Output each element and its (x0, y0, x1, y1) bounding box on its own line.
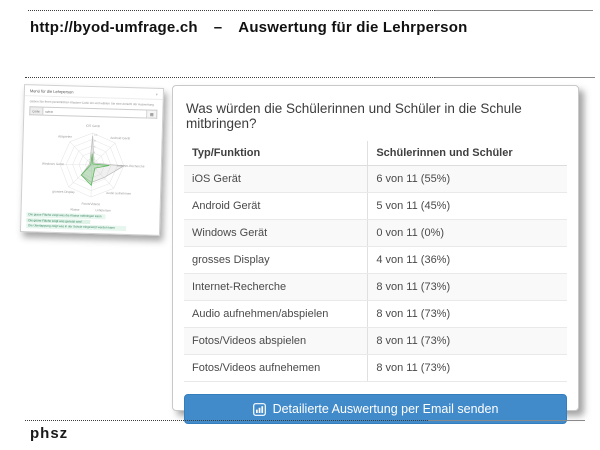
send-detailed-report-label: Detailierte Auswertung per Email senden (272, 402, 499, 416)
slide-title-dash: – (213, 19, 223, 36)
svg-text:2: 2 (93, 156, 95, 160)
code-label: Code: (29, 106, 43, 116)
svg-text:Audio aufnehmen: Audio aufnehmen (106, 191, 131, 196)
column-header-students: Schülerinnen und Schüler (367, 141, 567, 166)
survey-question: Was würden die Schülerinnen und Schüler … (186, 101, 522, 131)
results-panel: Was würden die Schülerinnen und Schüler … (172, 85, 579, 424)
row-type: Internet-Recherche (184, 273, 368, 301)
row-type: Fotos/Videos abspielen (184, 327, 368, 355)
radar-chart: iOS Gerät Android Gerät Internet-Recherche… (42, 124, 145, 207)
row-type: Audio aufnehmen/abspielen (184, 300, 368, 328)
collapse-icon: ▾ (155, 91, 158, 97)
svg-text:Fotos/Videos: Fotos/Videos (81, 202, 100, 207)
svg-text:4: 4 (94, 150, 96, 154)
slide-title: http://byod-umfrage.ch – Auswertung für di… (30, 19, 467, 36)
bar-chart-icon (252, 402, 266, 416)
grid-icon: ▦ (149, 111, 154, 117)
slide-title-url: http://byod-umfrage.ch (30, 19, 198, 36)
table-row: iOS Gerät 6 von 11 (55%) (184, 165, 567, 193)
table-header-row: Typ/Funktion Schülerinnen und Schüler (184, 141, 567, 166)
row-value: 6 von 11 (55%) (367, 165, 567, 193)
row-type: Android Gerät (184, 192, 368, 220)
row-type: iOS Gerät (184, 165, 368, 193)
table-row: Internet-Recherche 8 von 11 (73%) (184, 273, 567, 301)
svg-text:iOS Gerät: iOS Gerät (86, 124, 100, 128)
bottom-divider (25, 420, 585, 422)
radar-notes: Die graue Fläche zeigt was die Klasse mi… (26, 212, 154, 231)
column-header-type: Typ/Funktion (184, 141, 368, 166)
row-value: 5 von 11 (45%) (367, 192, 567, 220)
row-value: 8 von 11 (73%) (367, 300, 567, 328)
svg-text:Abspielen: Abspielen (58, 134, 72, 138)
note-row: Die Überlappung zeigt was in der Schule … (26, 223, 126, 231)
results-table: Typ/Funktion Schülerinnen und Schüler iO… (184, 141, 567, 382)
slide-title-text: Auswertung für die Lehrperson (238, 19, 468, 36)
svg-text:grosses Display: grosses Display (52, 190, 75, 195)
thumbnail-title: Menü für die Lehrperson (29, 88, 74, 95)
top-divider (28, 10, 593, 12)
table-row: Android Gerät 5 von 11 (45%) (184, 192, 567, 220)
row-value: 0 von 11 (0%) (367, 219, 567, 247)
legend-item-class: Klasse (70, 207, 80, 212)
send-detailed-report-button[interactable]: Detailierte Auswertung per Email senden (184, 394, 567, 424)
svg-text:Android Gerät: Android Gerät (110, 136, 130, 141)
table-row: Fotos/Videos aufnehemen 8 von 11 (73%) (184, 354, 567, 382)
row-value: 8 von 11 (73%) (367, 327, 567, 355)
table-row: Windows Gerät 0 von 11 (0%) (184, 219, 567, 247)
table-row: Fotos/Videos abspielen 8 von 11 (73%) (184, 327, 567, 355)
svg-text:Windows Gerät: Windows Gerät (42, 162, 64, 167)
table-row: grosses Display 4 von 11 (36%) (184, 246, 567, 274)
row-type: Fotos/Videos aufnehemen (184, 354, 368, 382)
svg-text:10: 10 (94, 133, 98, 137)
header-divider (25, 77, 595, 79)
svg-text:6: 6 (94, 145, 96, 149)
row-value: 4 von 11 (36%) (367, 246, 567, 274)
code-input[interactable]: uzh4r (42, 106, 148, 119)
table-row: Audio aufnehmen/abspielen 8 von 11 (73%) (184, 300, 567, 328)
row-type: grosses Display (184, 246, 368, 274)
svg-text:8: 8 (94, 139, 96, 143)
row-value: 8 von 11 (73%) (367, 273, 567, 301)
teacher-menu-thumbnail: Menü für die Lehrperson ▾ Geben Sie Ihre… (19, 84, 165, 236)
code-submit-button[interactable]: ▦ (147, 109, 158, 119)
legend-item-teacher: Lehrperson (95, 208, 111, 213)
phsz-logo: phsz (30, 425, 69, 442)
svg-text:Internet-Recherche: Internet-Recherche (117, 164, 145, 169)
row-type: Windows Gerät (184, 219, 368, 247)
row-value: 8 von 11 (73%) (367, 354, 567, 382)
